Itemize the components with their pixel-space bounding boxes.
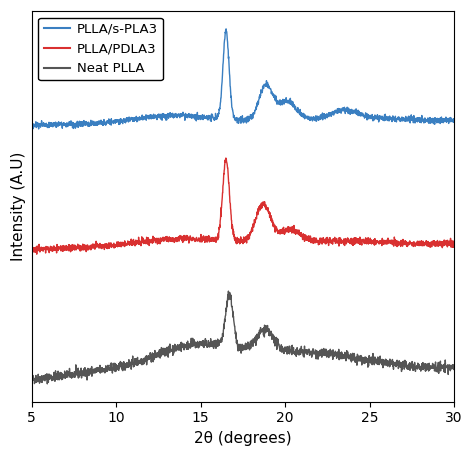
PLLA/PDLA3 (34, 251, 40, 257)
Y-axis label: Intensity (A.U): Intensity (A.U) (11, 152, 26, 261)
PLLA/PDLA3 (51, 244, 56, 250)
PLLA/s-PLA3 (362, 114, 367, 119)
PLLA/PDLA3 (439, 245, 445, 250)
Neat PLLA (439, 366, 445, 371)
PLLA/s-PLA3 (235, 119, 240, 125)
PLLA/PDLA3 (223, 157, 229, 162)
Line: PLLA/s-PLA3: PLLA/s-PLA3 (32, 29, 454, 129)
PLLA/PDLA3 (362, 240, 367, 245)
PLLA/s-PLA3 (36, 126, 42, 132)
Neat PLLA (226, 288, 231, 294)
PLLA/s-PLA3 (223, 28, 229, 34)
X-axis label: 2θ (degrees): 2θ (degrees) (194, 431, 292, 446)
PLLA/PDLA3 (235, 237, 240, 242)
PLLA/s-PLA3 (439, 117, 445, 123)
PLLA/PDLA3 (439, 242, 445, 247)
Neat PLLA (223, 305, 229, 311)
Neat PLLA (235, 342, 240, 347)
Neat PLLA (29, 376, 35, 381)
PLLA/s-PLA3 (51, 121, 56, 126)
PLLA/PDLA3 (451, 240, 457, 246)
Neat PLLA (51, 376, 56, 382)
Neat PLLA (439, 364, 445, 370)
PLLA/s-PLA3 (451, 119, 457, 125)
PLLA/s-PLA3 (223, 26, 229, 32)
PLLA/PDLA3 (223, 155, 229, 161)
Legend: PLLA/s-PLA3, PLLA/PDLA3, Neat PLLA: PLLA/s-PLA3, PLLA/PDLA3, Neat PLLA (38, 18, 163, 80)
Neat PLLA (451, 367, 457, 372)
Line: PLLA/PDLA3: PLLA/PDLA3 (32, 158, 454, 254)
PLLA/PDLA3 (29, 248, 35, 253)
Neat PLLA (45, 381, 50, 387)
Neat PLLA (362, 361, 367, 366)
PLLA/s-PLA3 (29, 123, 35, 129)
Line: Neat PLLA: Neat PLLA (32, 291, 454, 384)
PLLA/s-PLA3 (439, 120, 445, 125)
